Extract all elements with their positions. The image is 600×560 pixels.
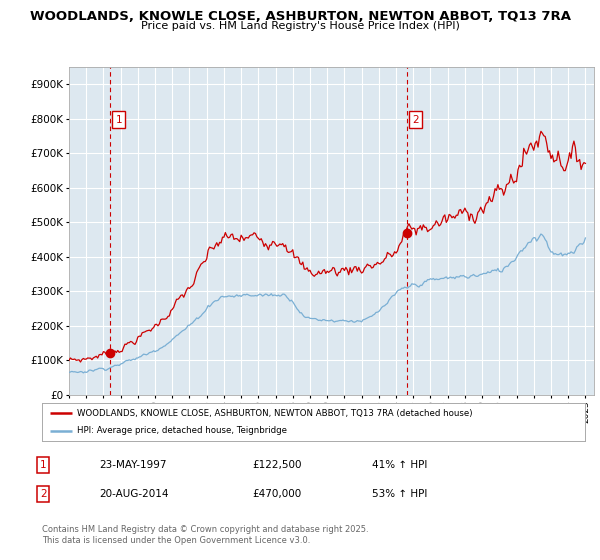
Text: 41% ↑ HPI: 41% ↑ HPI: [372, 460, 427, 470]
Text: 53% ↑ HPI: 53% ↑ HPI: [372, 489, 427, 499]
Text: 2: 2: [412, 115, 419, 125]
Text: HPI: Average price, detached house, Teignbridge: HPI: Average price, detached house, Teig…: [77, 427, 287, 436]
Text: 20-AUG-2014: 20-AUG-2014: [99, 489, 169, 499]
Text: 1: 1: [40, 460, 47, 470]
Text: £122,500: £122,500: [252, 460, 302, 470]
Text: £470,000: £470,000: [252, 489, 301, 499]
Text: Price paid vs. HM Land Registry's House Price Index (HPI): Price paid vs. HM Land Registry's House …: [140, 21, 460, 31]
Text: WOODLANDS, KNOWLE CLOSE, ASHBURTON, NEWTON ABBOT, TQ13 7RA: WOODLANDS, KNOWLE CLOSE, ASHBURTON, NEWT…: [29, 10, 571, 22]
Text: WOODLANDS, KNOWLE CLOSE, ASHBURTON, NEWTON ABBOT, TQ13 7RA (detached house): WOODLANDS, KNOWLE CLOSE, ASHBURTON, NEWT…: [77, 409, 473, 418]
Text: 2: 2: [40, 489, 47, 499]
Text: 1: 1: [115, 115, 122, 125]
Text: 23-MAY-1997: 23-MAY-1997: [99, 460, 167, 470]
Text: Contains HM Land Registry data © Crown copyright and database right 2025.
This d: Contains HM Land Registry data © Crown c…: [42, 525, 368, 545]
